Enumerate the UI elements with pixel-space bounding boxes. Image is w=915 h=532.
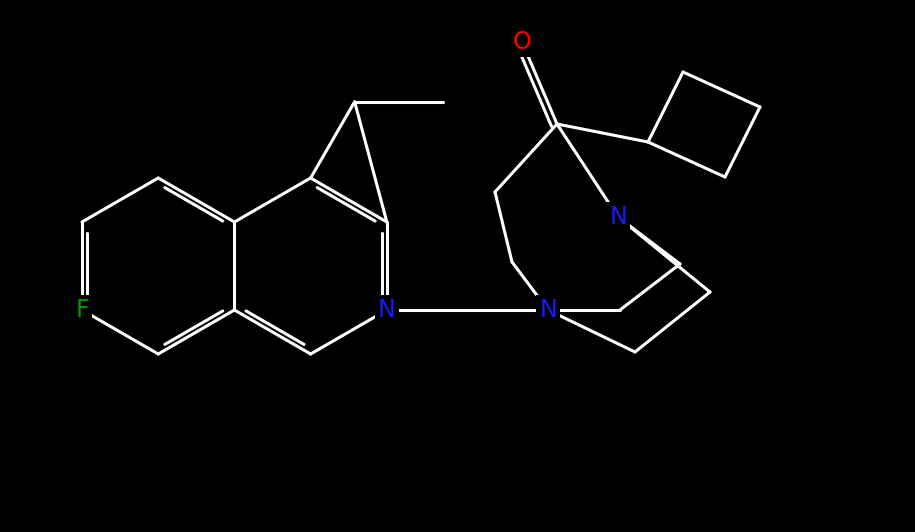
Text: N: N bbox=[609, 205, 627, 229]
Text: F: F bbox=[75, 298, 89, 322]
Text: N: N bbox=[378, 298, 395, 322]
Text: N: N bbox=[539, 298, 557, 322]
Text: O: O bbox=[512, 30, 532, 54]
